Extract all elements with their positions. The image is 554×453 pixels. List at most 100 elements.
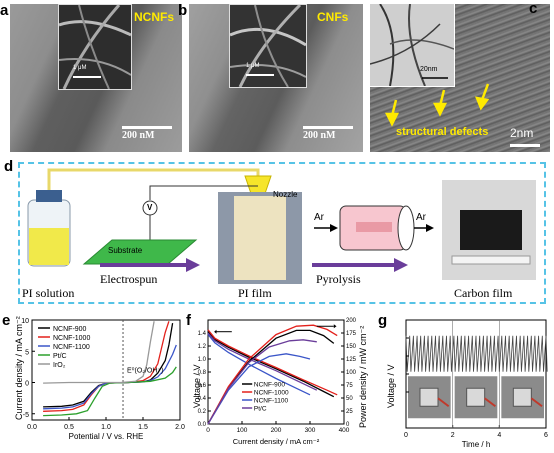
y2-tick-label: 25 xyxy=(346,409,353,415)
electrospun-label: Electrospun xyxy=(100,272,158,286)
polarization-curve xyxy=(207,329,338,396)
voltage-label: V xyxy=(147,203,153,212)
carbon-film-label: Carbon film xyxy=(454,286,513,300)
y-tick-label: 0.8 xyxy=(198,370,207,376)
pyrolysis-label: Pyrolysis xyxy=(316,272,361,286)
legend-label: NCNF-1000 xyxy=(53,335,90,342)
x-tick-label: 400 xyxy=(339,427,350,434)
y-tick-label: 0.6 xyxy=(198,383,207,389)
y-tick-label: 1.4 xyxy=(198,331,207,337)
legend-label: IrO₂ xyxy=(53,362,66,369)
inset-tem-fibers: 20nm xyxy=(370,4,455,87)
scale-bar xyxy=(510,144,540,147)
inset-fibers xyxy=(59,5,131,89)
tem-image-ncnf: 1 μM NCNFs 200 nM xyxy=(10,4,182,152)
inset-sem-cnf: 1 μM xyxy=(229,4,307,88)
inset-title-cnfs: CNFs xyxy=(317,10,349,24)
cycling-curve xyxy=(405,335,548,372)
x-axis-label: Current density / mA cm⁻² xyxy=(233,437,320,446)
lsv-chart: 0.0 0.5 1.0 1.5 2.0 -5 0 5 10 NCNF-900 NCNF-1000 NC… xyxy=(21,318,185,441)
y-tick-label: 1.2 xyxy=(198,344,207,350)
panel-label-c: c xyxy=(529,0,538,17)
scale-bar xyxy=(303,126,353,129)
legend-label: Pt/C xyxy=(254,406,267,413)
x-tick-label: 6 xyxy=(544,432,548,439)
x-tick-label: 2 xyxy=(451,432,455,439)
inset-fibers xyxy=(370,4,454,86)
device-body xyxy=(419,387,439,407)
panel-label-b: b xyxy=(178,2,188,19)
x-tick-label: 200 xyxy=(271,427,282,434)
x-tick-label: 1.0 xyxy=(101,424,111,431)
y-tick-label: 0.0 xyxy=(198,422,207,428)
scale-label: 200 nM xyxy=(303,130,336,141)
left-axis-arrowhead xyxy=(214,329,217,334)
gas-in-label: Ar xyxy=(314,212,324,223)
x-axis-label: Time / h xyxy=(462,440,491,449)
x-tick-label: 0.0 xyxy=(27,424,37,431)
x-tick-label: 2.0 xyxy=(175,424,185,431)
defects-annotation: structural defects xyxy=(396,126,489,138)
y2-tick-label: 200 xyxy=(346,318,357,324)
axis-label-y-e: Current density / mA cm⁻² xyxy=(14,316,24,420)
x-tick-label: 0.5 xyxy=(64,424,74,431)
power-curve xyxy=(207,324,338,425)
device-wire xyxy=(484,397,496,408)
y2-tick-label: 125 xyxy=(346,357,357,363)
device-wire xyxy=(437,397,450,408)
panel-label-e: e xyxy=(2,312,11,329)
pi-solution-label: PI solution xyxy=(22,286,75,300)
x-tick-label: 300 xyxy=(305,427,316,434)
y2-tick-label: 100 xyxy=(346,370,357,376)
panel-label-f: f xyxy=(186,312,191,329)
inset-sem-ncnf: 1 μM xyxy=(58,4,132,90)
defect-arrows xyxy=(384,83,490,127)
legend-label: NCNF-900 xyxy=(254,382,285,389)
legend-label: NCNF-1000 xyxy=(254,390,289,397)
hrtem-image: 20nm structural defects 2nm xyxy=(370,4,550,152)
substrate-label: Substrate xyxy=(108,246,143,255)
axis-label-y-g: Voltage / V xyxy=(386,364,396,408)
legend-label: Pt/C xyxy=(53,353,67,360)
x-tick-label: 0 xyxy=(206,427,210,434)
pi-film-label: PI film xyxy=(238,286,272,300)
axis-label-y2-f: Power density / mW cm⁻² xyxy=(358,325,368,428)
panel-label-d: d xyxy=(4,158,14,175)
y2-tick-label: 150 xyxy=(346,344,357,350)
y-tick-label: 10 xyxy=(21,318,29,325)
inset-scale-label: 1 μM xyxy=(246,63,260,69)
series-line xyxy=(43,366,177,417)
scale-label: 2nm xyxy=(510,126,534,140)
inset-fibers xyxy=(230,5,306,87)
right-axis-arrowhead xyxy=(333,324,337,329)
power-curve xyxy=(207,353,311,425)
fuel-cell-chart: 0 100 200 300 400 0.0 0.2 0.4 0.6 0.8 1.0 1.2 1.4 0 25… xyxy=(198,318,357,446)
x-tick-label: 0 xyxy=(404,432,408,439)
tem-image-cnf: 1 μM CNFs 200 nM xyxy=(189,4,363,152)
nozzle-label: Nozzle xyxy=(273,190,298,199)
gas-out-label: Ar xyxy=(416,212,426,223)
series-line xyxy=(43,321,155,384)
y-tick-label: 0 xyxy=(25,381,29,388)
x-tick-label: 4 xyxy=(497,432,501,439)
x-axis-label: Potential / V vs. RHE xyxy=(69,432,144,441)
inset-scale-label: 20nm xyxy=(420,66,438,73)
device-body xyxy=(466,387,486,407)
device-body xyxy=(512,387,532,407)
cycling-chart: 0 2 4 6 Time / h xyxy=(404,319,548,449)
power-curve xyxy=(207,339,317,425)
y2-tick-label: 0 xyxy=(346,422,350,428)
legend-label: NCNF-1100 xyxy=(53,344,90,351)
y-tick-label: 1.0 xyxy=(198,357,207,363)
device-wire xyxy=(530,397,543,408)
y-tick-label: 0.4 xyxy=(198,396,207,402)
y2-tick-label: 175 xyxy=(346,331,357,337)
panel-label-g: g xyxy=(378,312,388,329)
x-tick-label: 100 xyxy=(237,427,248,434)
y-tick-label: -5 xyxy=(23,412,29,419)
legend-label: NCNF-1100 xyxy=(254,398,289,405)
legend-label: NCNF-900 xyxy=(53,326,87,333)
polarization-curve xyxy=(207,333,311,396)
